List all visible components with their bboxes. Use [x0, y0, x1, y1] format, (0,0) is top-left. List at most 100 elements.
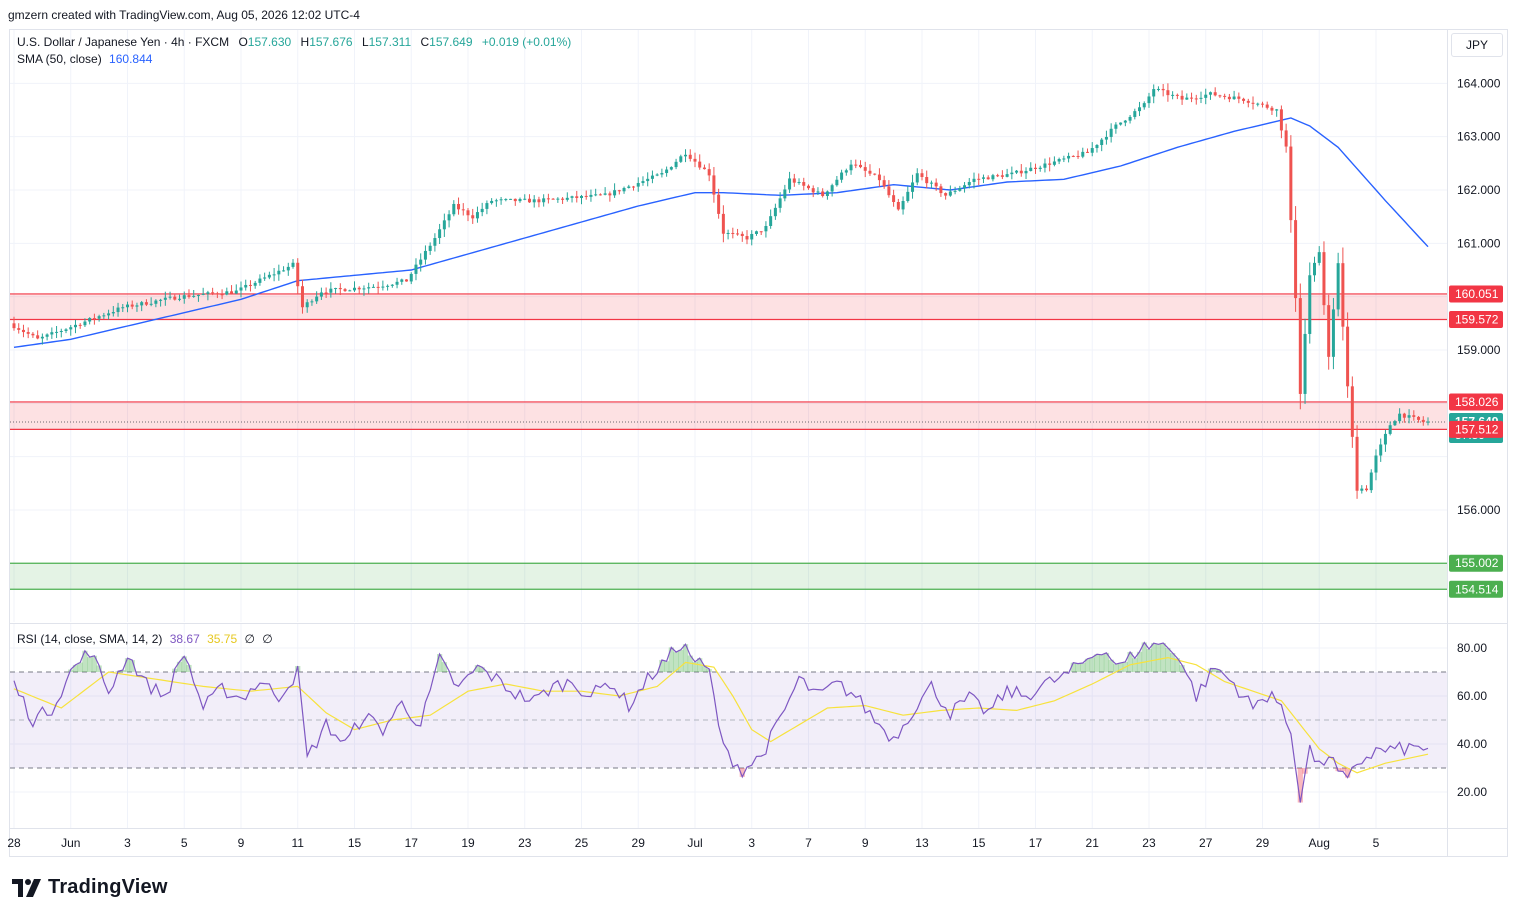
candle-down: [1076, 155, 1080, 157]
candle-up: [1156, 88, 1160, 90]
candle-up: [594, 194, 598, 196]
rsi-legend: RSI (14, close, SMA, 14, 2) 38.67 35.75 …: [17, 632, 273, 646]
candle-down: [854, 164, 858, 166]
candle-down: [21, 329, 25, 333]
currency-button[interactable]: JPY: [1451, 33, 1503, 57]
candle-down: [1279, 109, 1283, 131]
tradingview-logo-icon: [12, 878, 41, 897]
candle-down: [1417, 416, 1421, 420]
rsi-extra-1: ∅: [244, 632, 255, 646]
candle-up: [83, 321, 87, 326]
candle-down: [343, 289, 347, 292]
candle-up: [556, 198, 560, 200]
candle-down: [12, 323, 16, 329]
candle-down: [1213, 92, 1217, 96]
price-tag-label: 154.514: [1455, 582, 1499, 596]
candle-up: [963, 185, 967, 189]
candle-up: [1331, 309, 1335, 357]
candle-down: [1251, 102, 1255, 104]
candle-up: [121, 307, 125, 309]
high-value: 157.676: [309, 35, 353, 49]
candle-down: [144, 302, 148, 305]
candle-down: [92, 318, 96, 320]
candle-down: [215, 293, 219, 295]
candle-down: [130, 304, 134, 307]
candle-up: [168, 296, 172, 298]
candle-up: [1090, 148, 1094, 153]
candle-down: [1402, 413, 1406, 418]
candle-up: [282, 270, 286, 272]
time-tick-label: Jul: [687, 836, 702, 850]
candle-down: [712, 175, 716, 195]
candle-down: [296, 262, 300, 287]
candle-up: [1360, 488, 1364, 491]
candle-down: [688, 154, 692, 159]
candle-up: [788, 178, 792, 190]
candle-down: [996, 175, 1000, 177]
candle-up: [447, 214, 451, 221]
credit-line: gmzern created with TradingView.com, Aug…: [8, 8, 360, 22]
candle-down: [608, 193, 612, 196]
candle-up: [773, 207, 777, 217]
candle-up: [1095, 145, 1099, 149]
tradingview-logo[interactable]: TradingView: [12, 876, 168, 899]
candle-up: [97, 316, 101, 319]
time-tick-label: 23: [1142, 836, 1156, 850]
candle-up: [1393, 421, 1397, 426]
candle-down: [1322, 252, 1326, 306]
sma-label: SMA (50, close): [17, 52, 102, 66]
candle-up: [1308, 275, 1312, 334]
candle-up: [1133, 111, 1137, 117]
candle-up: [911, 182, 915, 192]
candle-down: [1237, 96, 1241, 99]
candle-down: [1265, 104, 1269, 108]
candle-down: [598, 194, 602, 196]
candle-down: [1327, 305, 1331, 357]
candle-up: [433, 238, 437, 246]
candle-up: [414, 264, 418, 274]
candle-up: [244, 284, 248, 288]
candle-up: [674, 161, 678, 168]
candle-up: [1114, 124, 1118, 129]
candle-up: [239, 287, 243, 291]
candle-up: [1029, 167, 1033, 171]
time-tick-label: 29: [632, 836, 646, 850]
candle-up: [641, 181, 645, 184]
candle-down: [920, 173, 924, 178]
candle-down: [324, 292, 328, 294]
candle-up: [475, 212, 479, 219]
candle-up: [277, 270, 281, 275]
candle-up: [953, 190, 957, 192]
candle-up: [967, 181, 971, 186]
candle-up: [102, 315, 106, 317]
candle-up: [570, 196, 574, 198]
candle-up: [679, 156, 683, 162]
candle-down: [1260, 103, 1264, 105]
candle-up: [258, 278, 262, 283]
candle-up: [352, 287, 356, 291]
time-tick-label: 27: [1199, 836, 1213, 850]
candle-up: [182, 295, 186, 299]
price-tag-bg: [1449, 554, 1503, 572]
candle-down: [1346, 326, 1350, 387]
candle-down: [575, 196, 579, 199]
candle-down: [806, 185, 810, 189]
candle-down: [859, 164, 863, 168]
candle-up: [362, 288, 366, 290]
time-tick-label: 28: [7, 836, 21, 850]
candle-down: [338, 288, 342, 290]
candle-down: [173, 296, 177, 300]
candle-up: [159, 299, 163, 301]
price-tags: 164.000 163.000 162.000 161.000 160.051 159.5…: [1449, 76, 1503, 598]
candle-up: [769, 216, 773, 227]
candle-down: [821, 191, 825, 196]
price-tag-label: 160.051: [1455, 287, 1499, 301]
candle-down: [882, 180, 886, 187]
candle-up: [1010, 172, 1014, 175]
candle-up: [1407, 415, 1411, 418]
candle-down: [1355, 436, 1359, 491]
candle-up: [291, 262, 295, 267]
candle-down: [1086, 151, 1090, 153]
candle-down: [220, 294, 224, 296]
